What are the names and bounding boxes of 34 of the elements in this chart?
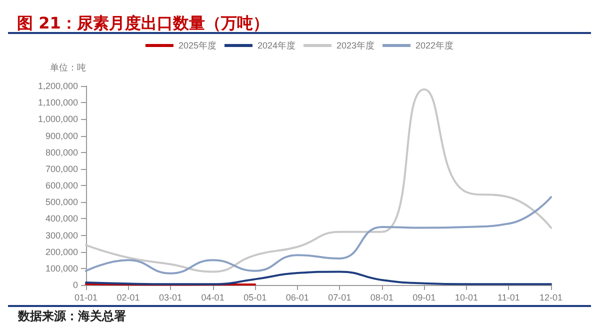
source-note: 数据来源：海关总署: [17, 309, 126, 323]
y-tick-label: 800,000: [45, 147, 78, 158]
x-tick-label: 08-01: [370, 292, 394, 302]
y-tick-label: 700,000: [45, 164, 78, 174]
x-tick-label: 06-01: [286, 292, 309, 302]
chart-title: 图 21：尿素月度出口数量（万吨）: [17, 14, 269, 32]
x-tick-label: 12-01: [539, 292, 563, 302]
y-tick-label: 500,000: [45, 197, 78, 208]
x-tick-label: 11-01: [498, 292, 520, 302]
x-tick-label: 02-01: [116, 292, 140, 302]
y-tick-label: 1,000,000: [38, 114, 78, 124]
y-tick-label: 0: [72, 280, 78, 290]
y-tick-label: 600,000: [45, 180, 78, 190]
y-tick-label: 900,000: [45, 130, 78, 141]
x-tick-label: 03-01: [159, 292, 182, 302]
y-axis-title: 单位：吨: [50, 62, 86, 72]
y-tick-label: 400,000: [45, 214, 78, 224]
y-tick-label: 100,000: [45, 263, 78, 274]
y-tick-label: 1,100,000: [38, 98, 78, 108]
x-tick-label: 01-01: [74, 292, 98, 302]
y-tick-label: 1,200,000: [38, 81, 78, 91]
line-series: [85, 88, 552, 273]
y-tick-label: 300,000: [45, 230, 78, 240]
legend-label: 2024年度: [257, 40, 296, 50]
x-tick-label: 10-01: [454, 292, 478, 302]
legend-label: 2023年度: [336, 40, 375, 50]
legend-label: 2025年度: [178, 40, 216, 50]
x-tick-label: 09-01: [412, 292, 436, 302]
line-series: [85, 196, 552, 274]
y-tick-label: 200,000: [45, 246, 78, 257]
x-tick-label: 05-01: [244, 292, 267, 302]
legend-label: 2022年度: [416, 40, 454, 50]
x-tick-label: 04-01: [201, 292, 224, 302]
x-tick-label: 07-01: [328, 292, 352, 302]
